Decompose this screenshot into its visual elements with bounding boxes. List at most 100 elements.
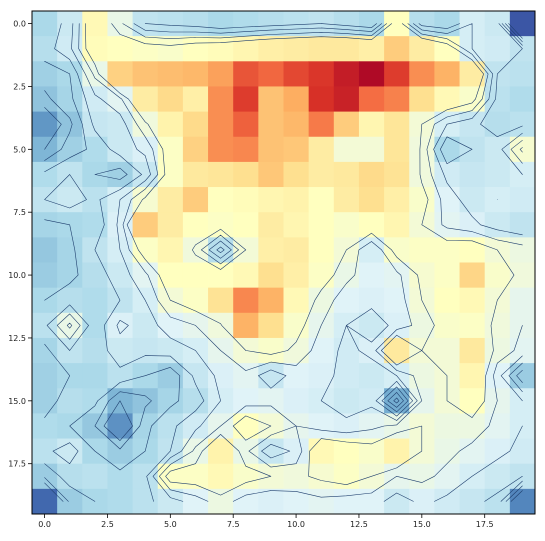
heatmap-cell <box>409 488 435 515</box>
heatmap-cell <box>182 413 209 439</box>
heatmap-cell <box>283 388 310 414</box>
heatmap-cell <box>258 136 284 163</box>
heatmap-cell <box>208 36 234 62</box>
heatmap-cell <box>459 312 486 339</box>
heatmap-cell <box>132 388 159 414</box>
heatmap-cell <box>308 161 335 188</box>
heatmap-cell <box>132 463 159 490</box>
heatmap-cell <box>283 463 310 490</box>
heatmap-cell <box>208 111 234 138</box>
heatmap-cell <box>32 212 58 238</box>
heatmap-cell <box>157 413 184 439</box>
heatmap-cell <box>233 488 259 515</box>
heatmap-cell <box>333 136 360 163</box>
heatmap-cell <box>208 363 234 389</box>
heatmap-cell <box>358 438 385 465</box>
heatmap-cell <box>384 187 410 213</box>
heatmap-cell <box>258 161 284 188</box>
heatmap-cell <box>358 312 385 339</box>
heatmap-cell <box>509 488 536 515</box>
heatmap-cell <box>157 11 184 37</box>
heatmap-cell <box>283 363 310 389</box>
heatmap-cell <box>107 161 133 188</box>
heatmap-cell <box>182 136 209 163</box>
heatmap-cell <box>308 337 335 364</box>
heatmap-cell <box>233 86 259 112</box>
y-tick-label: 2.5 <box>13 82 26 91</box>
heatmap-cell <box>157 161 184 188</box>
heatmap-cell <box>283 11 310 37</box>
heatmap-cell <box>358 61 385 87</box>
heatmap-cell <box>233 363 259 389</box>
heatmap-cell <box>509 61 536 87</box>
heatmap-cell <box>107 136 133 163</box>
y-tick-label: 10.0 <box>8 271 26 280</box>
heatmap-cell <box>358 36 385 62</box>
heatmap-cell <box>107 212 133 238</box>
heatmap-cell <box>509 388 536 414</box>
heatmap-cell <box>434 187 460 213</box>
heatmap-cell <box>208 11 234 37</box>
heatmap-cell <box>132 187 159 213</box>
y-tick-label: 7.5 <box>13 208 26 217</box>
heatmap-cell <box>107 287 133 314</box>
y-tick-label: 15.0 <box>8 397 26 406</box>
heatmap-cell <box>409 136 435 163</box>
heatmap-cell <box>107 11 133 37</box>
heatmap-cell <box>32 488 58 515</box>
heatmap-cell <box>434 413 460 439</box>
heatmap-cell <box>484 463 511 490</box>
heatmap-cell <box>358 413 385 439</box>
heatmap-cell <box>358 86 385 112</box>
heatmap-cell <box>459 388 486 414</box>
heatmap-cell <box>233 388 259 414</box>
heatmap-cell <box>157 61 184 87</box>
heatmap-cell <box>258 488 284 515</box>
heatmap-cell <box>208 161 234 188</box>
heatmap-cell <box>434 337 460 364</box>
heatmap-cell <box>57 262 83 289</box>
heatmap-cell <box>333 262 360 289</box>
heatmap-cell <box>333 438 360 465</box>
heatmap-cell <box>409 11 435 37</box>
contour-line <box>66 23 523 502</box>
heatmap-cell <box>132 36 159 62</box>
heatmap-cell <box>333 337 360 364</box>
heatmap-cell <box>208 212 234 238</box>
heatmap-cell <box>258 111 284 138</box>
heatmap-cell <box>308 36 335 62</box>
heatmap-cell <box>233 413 259 439</box>
heatmap-cell <box>258 237 284 263</box>
heatmap-cell <box>132 488 159 515</box>
heatmap-cell <box>182 187 209 213</box>
heatmap-cell <box>157 212 184 238</box>
y-tick-label: 17.5 <box>8 460 26 469</box>
y-tick-label: 12.5 <box>8 334 26 343</box>
heatmap-cell <box>233 262 259 289</box>
heatmap-cell <box>509 438 536 465</box>
heatmap-cell <box>308 111 335 138</box>
heatmap-cell <box>157 36 184 62</box>
heatmap-cell <box>484 161 511 188</box>
heatmap-cell <box>283 136 310 163</box>
heatmap-cell <box>358 287 385 314</box>
heatmap-cell <box>57 86 83 112</box>
heatmap-cell <box>384 413 410 439</box>
heatmap-cell <box>384 438 410 465</box>
heatmap-cell <box>157 237 184 263</box>
heatmap-cell <box>484 312 511 339</box>
x-tick-label: 5.0 <box>164 520 177 529</box>
heatmap-cell <box>82 463 108 490</box>
heatmap-cell <box>509 212 536 238</box>
heatmap-cell <box>258 262 284 289</box>
heatmap-cell <box>484 438 511 465</box>
heatmap-cell <box>308 488 335 515</box>
x-tick-label: 10.0 <box>287 520 305 529</box>
heatmap-cell <box>333 161 360 188</box>
heatmap-cell <box>409 237 435 263</box>
heatmap-cell <box>333 111 360 138</box>
x-tick-label: 15.0 <box>413 520 431 529</box>
heatmap-cell <box>107 337 133 364</box>
heatmap-cell <box>333 11 360 37</box>
heatmap-cell <box>57 488 83 515</box>
